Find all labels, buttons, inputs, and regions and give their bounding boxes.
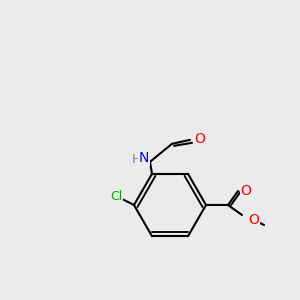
Text: Cl: Cl <box>110 190 122 203</box>
Text: O: O <box>241 184 251 198</box>
Text: O: O <box>249 213 260 227</box>
Text: O: O <box>195 132 206 146</box>
Text: N: N <box>139 151 149 165</box>
Text: H: H <box>131 153 141 166</box>
